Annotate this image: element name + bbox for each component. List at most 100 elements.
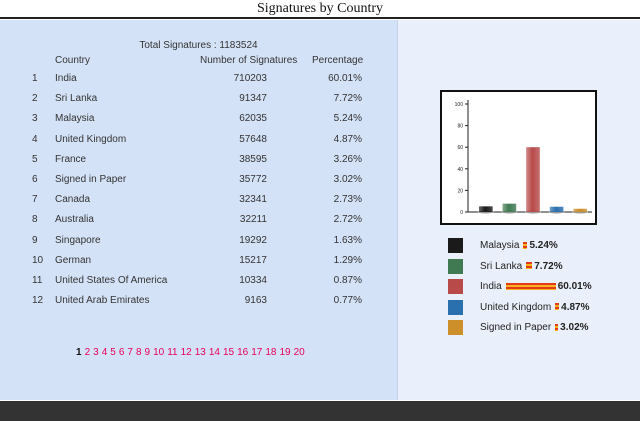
table-row: 3 Malaysia 62035 5.24% <box>0 110 397 130</box>
row-number: 19292 <box>239 234 267 246</box>
row-number: 32211 <box>239 214 267 226</box>
bar-sri-lanka <box>502 203 517 212</box>
row-percentage: 3.02% <box>333 173 362 185</box>
page-link-17[interactable]: 17 <box>251 347 263 358</box>
footer-bar <box>0 401 640 421</box>
header-number: Number of Signatures <box>200 55 298 66</box>
row-rank: 7 <box>32 194 38 206</box>
page-link-15[interactable]: 15 <box>222 347 235 358</box>
page-link-13[interactable]: 13 <box>194 347 206 358</box>
page-link-12[interactable]: 12 <box>180 347 192 358</box>
row-percentage: 2.72% <box>333 214 362 226</box>
table-row: 6 Signed in Paper 35772 3.02% <box>0 171 397 191</box>
legend-swatch <box>448 238 463 253</box>
legend-label: Signed in Paper <box>480 322 552 333</box>
table-row: 12 United Arab Emirates 9163 0.77% <box>0 292 397 312</box>
row-country: Singapore <box>55 234 101 246</box>
chart-panel: 0 20 40 60 80 100 Malaysia 5.24% Sri Lanka 7.72%… <box>397 20 640 400</box>
table-row: 7 Canada 32341 2.73% <box>0 191 397 211</box>
signature-table: 1 India 710203 60.01% 2 Sri Lanka 91347 7.72% … <box>0 70 397 312</box>
page-link-7[interactable]: 7 <box>127 347 133 358</box>
legend-item: Malaysia 5.24% <box>448 237 638 258</box>
page-link-14[interactable]: 14 <box>208 347 220 358</box>
y-tick-label: 100 <box>455 102 464 108</box>
row-country: France <box>55 153 87 165</box>
legend-label: Malaysia <box>480 240 520 251</box>
page-link-2[interactable]: 2 <box>84 347 91 358</box>
total-signatures: Total Signatures : 1183524 <box>139 40 258 51</box>
row-number: 10334 <box>239 274 267 286</box>
row-number: 38595 <box>239 153 267 165</box>
page-link-11[interactable]: 11 <box>167 347 178 358</box>
row-country: United Kingdom <box>55 133 127 145</box>
header-country: Country <box>55 55 91 66</box>
page-link-4[interactable]: 4 <box>101 347 108 358</box>
row-percentage: 2.73% <box>333 194 362 206</box>
row-number: 57648 <box>239 133 267 145</box>
legend-share-bar <box>555 303 560 311</box>
page-link-16[interactable]: 16 <box>237 347 249 358</box>
table-row: 9 Singapore 19292 1.63% <box>0 232 397 252</box>
table-row: 1 India 710203 60.01% <box>0 70 397 90</box>
page-link-18[interactable]: 18 <box>265 347 277 358</box>
legend-label: India <box>480 281 502 292</box>
table-row: 2 Sri Lanka 91347 7.72% <box>0 90 397 110</box>
row-country: Australia <box>55 214 94 226</box>
page-link-10[interactable]: 10 <box>153 347 165 358</box>
legend-entry: India 60.01% <box>480 281 592 292</box>
y-tick-label: 20 <box>457 188 463 194</box>
row-rank: 10 <box>32 254 44 266</box>
row-country: Sri Lanka <box>55 93 98 105</box>
bar-india <box>526 147 540 212</box>
row-percentage: 0.77% <box>333 295 362 307</box>
legend-swatch <box>448 279 463 294</box>
y-tick-label: 80 <box>457 124 463 130</box>
page-link-3[interactable]: 3 <box>93 347 99 358</box>
legend-percentage: 4.87% <box>561 301 590 313</box>
bar-united-kingdom <box>549 206 564 212</box>
legend-percentage: 3.02% <box>560 322 589 333</box>
row-country: German <box>55 254 92 266</box>
row-rank: 5 <box>32 153 38 165</box>
row-number: 91347 <box>239 93 267 105</box>
legend-label: United Kingdom <box>480 301 552 313</box>
row-number: 32341 <box>239 194 267 206</box>
page-link-6[interactable]: 6 <box>118 347 125 358</box>
legend-entry: United Kingdom 4.87% <box>480 302 590 313</box>
row-rank: 2 <box>32 93 38 105</box>
bar-signed-in-paper <box>573 208 588 212</box>
row-number: 15217 <box>239 254 267 266</box>
table-row: 11 United States Of America 10334 0.87% <box>0 272 397 292</box>
legend-share-bar <box>505 282 556 290</box>
pagination: 1 2 3 4 5 6 7 8 9 10 11 12 13 14 15 16 17 18 19 20 <box>76 347 308 358</box>
row-percentage: 60.01% <box>328 73 362 84</box>
table-row: 8 Australia 32211 2.72% <box>0 211 397 231</box>
legend-percentage: 7.72% <box>534 260 563 272</box>
row-country: Signed in Paper <box>55 173 127 185</box>
table-panel: Total Signatures : 1183524 Country Numbe… <box>0 20 397 400</box>
page-link-1[interactable]: 1 <box>76 347 82 358</box>
legend-item: Sri Lanka 7.72% <box>448 258 638 279</box>
bar-chart: 0 20 40 60 80 100 <box>455 100 592 216</box>
page-link-19[interactable]: 19 <box>279 347 291 358</box>
legend-swatch <box>448 320 463 335</box>
page-title: Signatures by Country <box>257 1 383 16</box>
row-number: 9163 <box>244 295 267 307</box>
legend-item: India 60.01% <box>448 278 638 299</box>
page-link-9[interactable]: 9 <box>144 347 151 358</box>
legend-share-bar <box>555 323 559 331</box>
row-number: 710203 <box>233 73 267 84</box>
page-link-8[interactable]: 8 <box>135 347 142 358</box>
y-tick-label: 60 <box>457 145 463 151</box>
y-tick-label: 40 <box>457 167 463 173</box>
row-number: 35772 <box>239 173 267 185</box>
legend-share-bar <box>523 241 528 249</box>
legend-item: United Kingdom 4.87% <box>448 299 638 320</box>
page-link-20[interactable]: 20 <box>293 347 305 358</box>
legend-item: Signed in Paper 3.02% <box>448 319 638 340</box>
legend-label: Sri Lanka <box>480 260 523 272</box>
row-country: United Arab Emirates <box>55 295 150 307</box>
table-row: 4 United Kingdom 57648 4.87% <box>0 131 397 151</box>
row-percentage: 5.24% <box>333 113 362 125</box>
page-link-5[interactable]: 5 <box>110 347 116 358</box>
